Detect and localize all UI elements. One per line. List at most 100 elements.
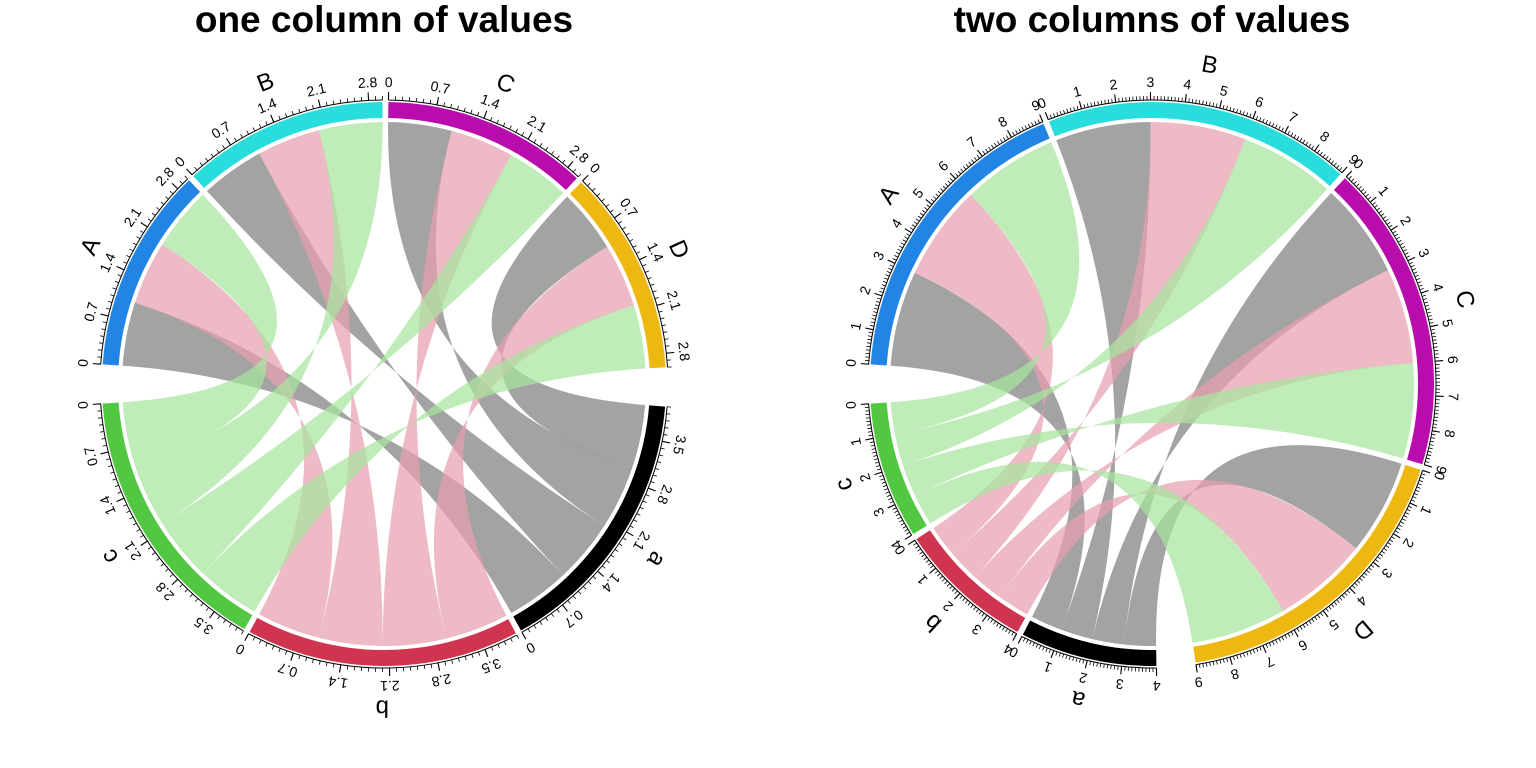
minor-tick: [881, 284, 886, 287]
minor-tick: [1418, 284, 1423, 287]
minor-tick: [895, 513, 900, 517]
minor-tick: [556, 609, 560, 613]
minor-tick: [332, 100, 335, 105]
minor-tick: [136, 528, 141, 532]
minor-tick: [1353, 181, 1357, 185]
minor-tick: [996, 140, 1000, 145]
minor-tick: [210, 153, 214, 158]
minor-tick: [661, 324, 666, 327]
major-tick: [1114, 94, 1117, 103]
major-tick: [1420, 289, 1429, 294]
major-tick: [1372, 561, 1380, 568]
tick-label: 1: [1417, 504, 1435, 518]
minor-tick: [1031, 122, 1034, 127]
minor-tick: [1426, 457, 1431, 460]
minor-tick: [194, 166, 198, 171]
tick-label: 2.1: [664, 289, 685, 312]
minor-tick: [1377, 556, 1381, 560]
minor-tick: [503, 641, 507, 646]
minor-tick: [900, 522, 905, 526]
link-D-a: [1123, 445, 1402, 647]
minor-tick: [999, 624, 1002, 629]
minor-tick: [1404, 252, 1409, 255]
sector-track-A: [102, 180, 201, 366]
minor-tick: [129, 516, 134, 520]
minor-tick: [1416, 278, 1421, 281]
major-tick: [954, 592, 961, 600]
minor-tick: [1433, 420, 1438, 422]
minor-tick: [1344, 592, 1348, 596]
minor-tick: [1022, 637, 1026, 642]
tick-label: 0: [842, 400, 859, 409]
minor-tick: [1045, 647, 1048, 652]
minor-tick: [1330, 160, 1335, 164]
tick-label: 1: [1071, 83, 1083, 100]
link-C-c: [902, 362, 1415, 496]
minor-tick: [450, 103, 452, 109]
minor-tick: [654, 297, 659, 300]
minor-tick: [1198, 99, 1201, 105]
tick-label: 2.1: [380, 678, 400, 694]
minor-tick: [642, 264, 647, 267]
major-tick: [1084, 660, 1088, 669]
minor-tick: [1236, 654, 1239, 660]
minor-tick: [147, 546, 152, 550]
major-tick: [521, 631, 527, 640]
minor-tick: [913, 221, 918, 225]
tick-label: 0.7: [208, 118, 233, 142]
minor-tick: [551, 151, 555, 155]
minor-tick: [605, 203, 610, 208]
minor-tick: [1106, 664, 1109, 669]
tick-label: 3: [969, 621, 985, 639]
sector-label-C: C: [1449, 287, 1480, 311]
minor-tick: [987, 616, 991, 621]
minor-tick: [1431, 332, 1436, 334]
link-B-b: [952, 121, 1246, 578]
minor-tick: [959, 595, 963, 599]
minor-tick: [325, 662, 328, 667]
minor-tick: [1275, 124, 1278, 129]
minor-tick: [464, 656, 467, 661]
major-tick: [1345, 170, 1353, 178]
minor-tick: [657, 461, 662, 464]
sector-track-c: [102, 402, 253, 630]
tick-label: 3: [870, 249, 888, 263]
minor-tick: [1374, 204, 1378, 208]
link-C-a: [1092, 192, 1389, 645]
minor-tick: [1405, 512, 1410, 515]
link-B-a: [206, 153, 605, 576]
minor-tick: [880, 287, 885, 290]
major-tick: [907, 539, 916, 546]
major-tick: [484, 649, 489, 658]
minor-tick: [1399, 242, 1404, 246]
tick-label: 0: [233, 641, 248, 659]
link-D-c: [914, 461, 1284, 643]
major-tick: [270, 114, 275, 123]
minor-tick: [906, 233, 910, 237]
minor-tick: [1006, 135, 1009, 140]
major-tick: [1050, 650, 1055, 659]
minor-tick: [1069, 107, 1072, 112]
tick-label: 2.8: [675, 341, 693, 362]
tick-label: 7: [964, 133, 980, 151]
minor-tick: [1333, 601, 1337, 606]
major-tick: [949, 172, 957, 180]
tick-label: 6: [935, 157, 952, 174]
minor-tick: [988, 146, 992, 151]
minor-tick: [1042, 646, 1045, 651]
major-tick: [562, 604, 568, 612]
minor-tick: [457, 105, 459, 110]
minor-tick: [1328, 606, 1332, 610]
sector-track-a: [513, 405, 666, 631]
minor-tick: [957, 170, 962, 175]
minor-tick: [318, 660, 321, 665]
minor-tick: [1272, 641, 1275, 645]
minor-tick: [1322, 153, 1326, 158]
major-tick: [1314, 144, 1320, 152]
major-tick: [1229, 656, 1233, 665]
link-D-b: [433, 246, 634, 639]
minor-tick: [123, 504, 128, 507]
axis-line: [100, 403, 244, 632]
tick-label: 0.7: [561, 607, 586, 632]
minor-tick: [510, 638, 513, 643]
